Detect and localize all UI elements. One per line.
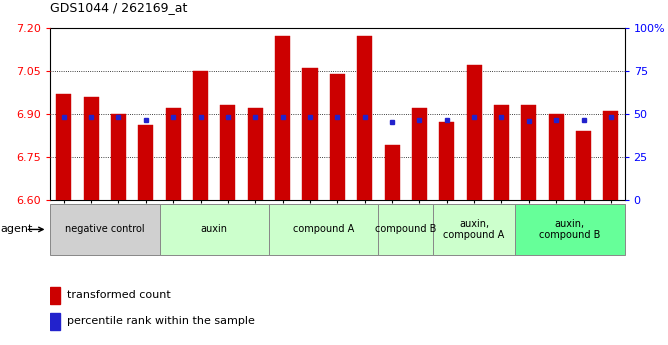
Bar	[269, 204, 378, 255]
Bar	[494, 105, 509, 200]
Bar	[248, 108, 263, 200]
Bar	[84, 97, 99, 200]
Bar	[378, 204, 433, 255]
Bar	[548, 114, 564, 200]
Bar	[303, 68, 317, 200]
Bar	[160, 204, 269, 255]
Text: agent: agent	[1, 225, 33, 234]
Bar	[138, 125, 154, 200]
Bar	[357, 36, 372, 200]
Text: compound A: compound A	[293, 225, 354, 234]
Bar	[433, 204, 515, 255]
Bar	[576, 131, 591, 200]
Bar	[385, 146, 399, 200]
Bar	[56, 94, 71, 200]
Bar	[275, 36, 290, 200]
Bar	[330, 73, 345, 200]
Bar	[440, 122, 454, 200]
Bar	[515, 204, 625, 255]
Text: auxin,
compound B: auxin, compound B	[539, 219, 601, 240]
Bar	[466, 65, 482, 200]
Bar	[603, 111, 619, 200]
Bar	[412, 108, 427, 200]
Text: transformed count: transformed count	[67, 290, 170, 300]
Text: auxin: auxin	[201, 225, 228, 234]
Bar	[50, 313, 60, 330]
Bar	[111, 114, 126, 200]
Bar	[50, 204, 160, 255]
Text: auxin,
compound A: auxin, compound A	[444, 219, 505, 240]
Bar	[193, 71, 208, 200]
Bar	[166, 108, 181, 200]
Text: GDS1044 / 262169_at: GDS1044 / 262169_at	[50, 1, 188, 14]
Bar	[521, 105, 536, 200]
Bar	[50, 287, 60, 304]
Text: compound B: compound B	[375, 225, 436, 234]
Bar	[220, 105, 235, 200]
Text: negative control: negative control	[65, 225, 145, 234]
Text: percentile rank within the sample: percentile rank within the sample	[67, 316, 255, 326]
